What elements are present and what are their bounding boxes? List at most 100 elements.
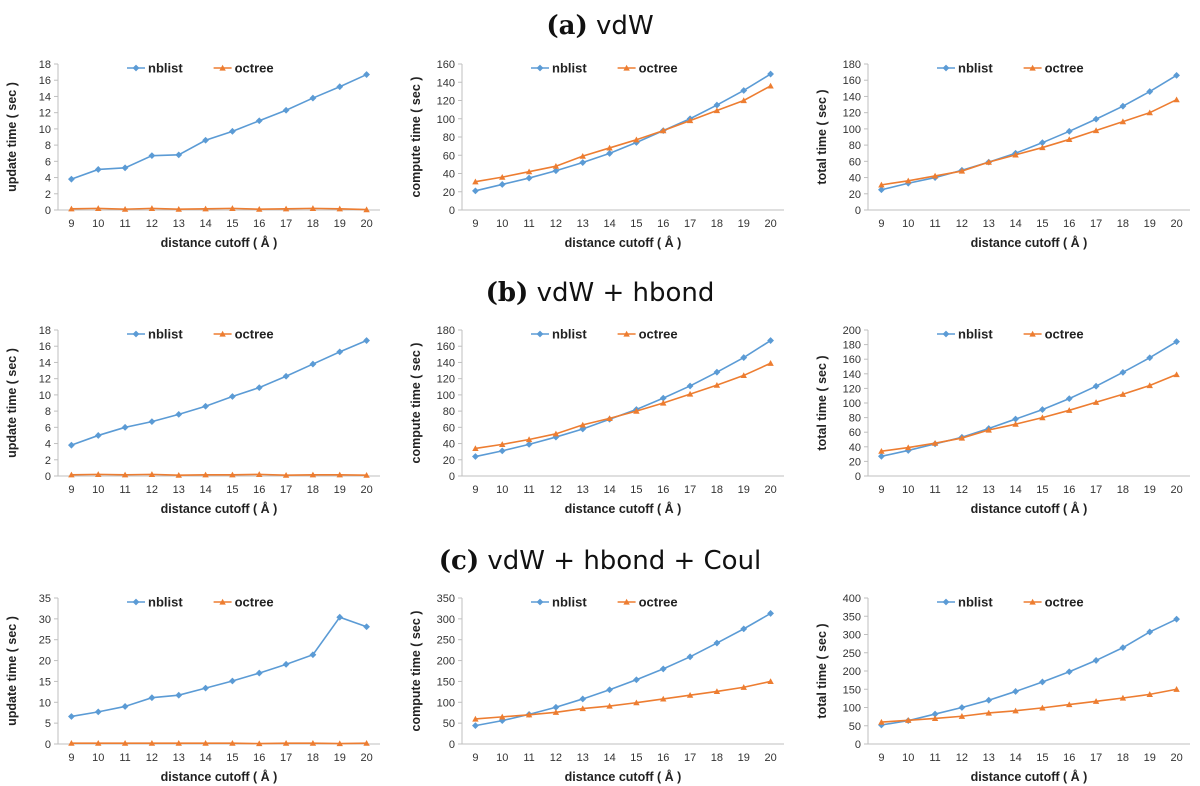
data-point bbox=[149, 694, 156, 701]
data-point bbox=[606, 686, 613, 693]
y-tick-label: 80 bbox=[443, 406, 455, 418]
row-title-text: vdW bbox=[596, 11, 654, 41]
x-tick-label: 12 bbox=[956, 218, 968, 230]
legend-marker bbox=[943, 65, 950, 72]
data-point bbox=[310, 95, 317, 102]
y-tick-label: 80 bbox=[849, 413, 861, 425]
x-tick-label: 14 bbox=[603, 484, 615, 496]
y-tick-label: 0 bbox=[45, 739, 51, 751]
y-tick-label: 14 bbox=[39, 357, 51, 369]
x-tick-label: 14 bbox=[199, 218, 211, 230]
y-tick-label: 2 bbox=[45, 189, 51, 201]
x-tick-label: 12 bbox=[956, 484, 968, 496]
x-tick-label: 16 bbox=[657, 752, 669, 764]
data-point bbox=[1093, 657, 1100, 664]
x-tick-label: 13 bbox=[577, 218, 589, 230]
data-point bbox=[1093, 383, 1100, 390]
y-tick-label: 140 bbox=[843, 369, 861, 381]
x-tick-label: 20 bbox=[360, 484, 372, 496]
x-tick-label: 10 bbox=[92, 752, 104, 764]
x-tick-label: 18 bbox=[307, 752, 319, 764]
series-line-nblist bbox=[71, 341, 366, 446]
data-point bbox=[1173, 72, 1180, 79]
data-point bbox=[1146, 629, 1153, 636]
data-point bbox=[202, 685, 209, 692]
x-tick-label: 18 bbox=[307, 218, 319, 230]
series-line-nblist bbox=[475, 341, 770, 457]
legend-label-nblist: nblist bbox=[552, 327, 587, 342]
data-point bbox=[95, 432, 102, 439]
y-tick-label: 20 bbox=[443, 455, 455, 467]
x-axis-label: distance cutoff ( Å ) bbox=[971, 501, 1088, 516]
y-tick-label: 100 bbox=[437, 114, 455, 126]
y-tick-label: 120 bbox=[437, 374, 455, 386]
x-tick-label: 11 bbox=[929, 218, 940, 230]
x-tick-label: 15 bbox=[226, 218, 238, 230]
y-tick-label: 0 bbox=[449, 739, 455, 751]
data-point bbox=[95, 166, 102, 173]
data-point bbox=[122, 164, 129, 171]
x-tick-label: 19 bbox=[738, 218, 750, 230]
y-tick-label: 0 bbox=[855, 205, 861, 217]
x-tick-label: 11 bbox=[929, 752, 940, 764]
y-tick-label: 100 bbox=[843, 703, 861, 715]
x-axis-label: distance cutoff ( Å ) bbox=[161, 501, 278, 516]
y-tick-label: 15 bbox=[39, 676, 51, 688]
legend-label-octree: octree bbox=[639, 327, 678, 342]
data-point bbox=[229, 393, 236, 400]
legend-marker bbox=[537, 599, 544, 606]
legend-marker bbox=[537, 65, 544, 72]
legend-label-nblist: nblist bbox=[958, 61, 993, 76]
legend-label-octree: octree bbox=[235, 595, 274, 610]
y-tick-label: 40 bbox=[849, 442, 861, 454]
y-tick-label: 8 bbox=[45, 140, 51, 152]
data-point bbox=[336, 349, 343, 356]
y-tick-label: 150 bbox=[437, 676, 455, 688]
data-point bbox=[122, 703, 129, 710]
data-point bbox=[310, 361, 317, 368]
y-tick-label: 350 bbox=[437, 593, 455, 605]
legend-label-octree: octree bbox=[1045, 61, 1084, 76]
data-point bbox=[149, 152, 156, 159]
x-tick-label: 16 bbox=[253, 484, 265, 496]
data-point bbox=[122, 424, 129, 431]
y-tick-label: 2 bbox=[45, 455, 51, 467]
x-tick-label: 20 bbox=[1170, 484, 1182, 496]
x-tick-label: 9 bbox=[68, 752, 74, 764]
x-tick-label: 17 bbox=[684, 752, 696, 764]
x-tick-label: 10 bbox=[496, 484, 508, 496]
x-axis-label: distance cutoff ( Å ) bbox=[161, 769, 278, 784]
y-tick-label: 5 bbox=[45, 718, 51, 730]
data-point bbox=[1173, 616, 1180, 623]
x-tick-label: 15 bbox=[1036, 752, 1048, 764]
legend-label-nblist: nblist bbox=[958, 327, 993, 342]
row-title-text: vdW + hbond bbox=[537, 278, 715, 308]
series-line-nblist bbox=[475, 613, 770, 725]
data-point bbox=[714, 369, 721, 376]
x-tick-label: 20 bbox=[360, 752, 372, 764]
data-point bbox=[175, 692, 182, 699]
x-tick-label: 17 bbox=[1090, 484, 1102, 496]
data-point bbox=[1120, 103, 1127, 110]
row-label: (c) bbox=[439, 546, 479, 576]
x-tick-label: 18 bbox=[711, 752, 723, 764]
legend-label-octree: octree bbox=[1045, 327, 1084, 342]
y-tick-label: 0 bbox=[449, 205, 455, 217]
legend-marker bbox=[943, 599, 950, 606]
data-point bbox=[1173, 371, 1179, 377]
row-title-text: vdW + hbond + Coul bbox=[487, 546, 761, 576]
data-point bbox=[1173, 96, 1179, 102]
legend-label-nblist: nblist bbox=[552, 61, 587, 76]
row-title-b: (b) vdW + hbond bbox=[0, 278, 1200, 308]
data-point bbox=[1093, 116, 1100, 123]
data-point bbox=[363, 623, 370, 630]
data-point bbox=[1173, 338, 1180, 345]
data-point bbox=[68, 442, 75, 449]
y-tick-label: 180 bbox=[437, 325, 455, 337]
x-tick-label: 14 bbox=[1009, 752, 1021, 764]
data-point bbox=[633, 676, 640, 683]
x-tick-label: 9 bbox=[472, 752, 478, 764]
x-tick-label: 16 bbox=[1063, 752, 1075, 764]
